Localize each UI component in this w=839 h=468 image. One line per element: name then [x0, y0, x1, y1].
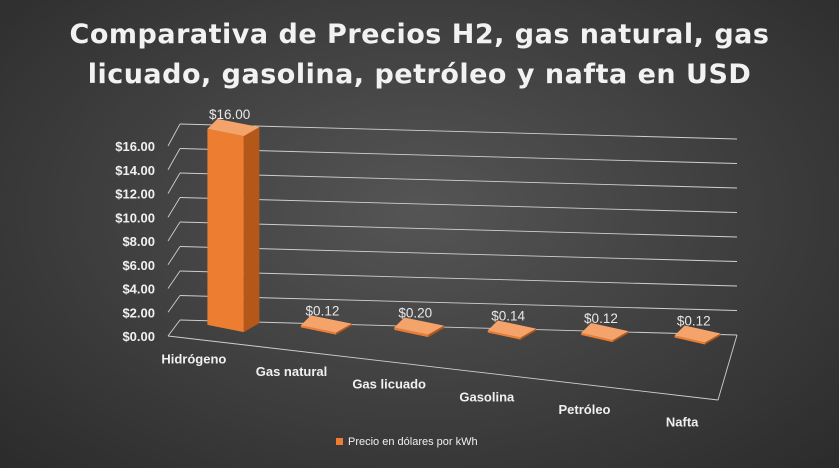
bar-side-1 — [336, 323, 352, 335]
chart-title-line-1: Comparativa de Precios H2, gas natural, … — [70, 19, 770, 50]
bar-top-2 — [394, 317, 444, 335]
data-label-2: $0.20 — [398, 305, 432, 320]
bar-0 — [207, 118, 260, 333]
y-axis-ticks: $0.00 $2.00 $4.00 $6.00 $8.00 $10.00 $12.00 $14… — [115, 139, 155, 344]
bar-5 — [674, 325, 721, 345]
floor-front-edge — [167, 335, 719, 401]
y-tick-label: $8.00 — [122, 234, 155, 249]
gridline-7 — [179, 148, 738, 164]
bar-2 — [394, 317, 444, 338]
bar-side-2 — [428, 325, 444, 338]
category-label-2: Gas licuado — [352, 377, 426, 392]
legend: Precio en dólares por kWh — [336, 436, 478, 448]
bar-side-0 — [243, 127, 260, 333]
legend-label: Precio en dólares por kWh — [348, 436, 478, 448]
bar-side-5 — [704, 333, 721, 345]
floor-right-edge — [717, 334, 738, 401]
bar-3 — [487, 320, 537, 340]
bar-4 — [581, 322, 629, 343]
data-label-3: $0.14 — [491, 308, 525, 323]
category-label-0: Hidrógeno — [161, 351, 226, 366]
bar-front-3 — [487, 330, 521, 340]
bars — [207, 118, 721, 345]
y-tick-label: $2.00 — [122, 305, 155, 320]
bar-front-1 — [300, 325, 337, 335]
side-gridline-5 — [167, 197, 181, 218]
bar-top-1 — [300, 315, 352, 333]
bar-front-4 — [581, 332, 613, 343]
bar-front-5 — [674, 335, 705, 345]
category-label-5: Nafta — [666, 415, 699, 430]
y-tick-label: $0.00 — [122, 329, 155, 344]
side-gridline-6 — [167, 172, 181, 194]
chart-title-line-2: licuado, gasolina, petróleo y nafta en U… — [88, 59, 752, 90]
side-gridline-2 — [167, 270, 181, 289]
bar-top-0 — [207, 118, 260, 137]
data-label-1: $0.12 — [306, 303, 340, 318]
data-label-5: $0.12 — [677, 313, 711, 328]
bar-side-3 — [520, 328, 537, 340]
category-label-3: Gasolina — [459, 389, 515, 404]
y-tick-label: $16.00 — [115, 139, 155, 154]
gridline-1 — [179, 295, 738, 311]
category-label-4: Petróleo — [558, 402, 610, 417]
bar-top-4 — [581, 322, 629, 341]
gridline-2 — [179, 270, 738, 287]
gridline-8 — [179, 123, 738, 140]
bar-top-3 — [487, 320, 537, 338]
y-tick-label: $4.00 — [122, 282, 155, 297]
y-tick-label: $6.00 — [122, 258, 155, 273]
gridlines — [167, 123, 738, 401]
side-gridline-1 — [167, 295, 181, 313]
gridline-6 — [179, 172, 738, 189]
category-label-1: Gas natural — [256, 364, 328, 379]
data-label-0: $16.00 — [209, 107, 250, 122]
legend-swatch — [336, 438, 343, 445]
bar-1 — [300, 315, 352, 335]
side-gridline-7 — [167, 148, 181, 170]
bar-side-4 — [612, 331, 629, 343]
side-gridline-8 — [167, 123, 181, 147]
bar-front-2 — [394, 327, 429, 338]
data-labels: $16.00 $0.12 $0.20 $0.14 $0.12 $0.12 — [209, 107, 711, 329]
gridline-0 — [179, 319, 738, 336]
bar-front-0 — [207, 128, 244, 333]
side-gridline-0 — [167, 319, 181, 337]
gridline-4 — [179, 221, 738, 238]
y-tick-label: $12.00 — [115, 187, 155, 202]
y-tick-label: $14.00 — [115, 163, 155, 178]
data-label-4: $0.12 — [584, 311, 618, 326]
side-gridline-3 — [167, 246, 181, 265]
y-tick-label: $10.00 — [115, 210, 155, 225]
gridline-3 — [179, 246, 738, 262]
bar-top-5 — [674, 325, 721, 343]
side-gridline-4 — [167, 221, 181, 242]
category-labels: Hidrógeno Gas natural Gas licuado Gasolina P… — [161, 351, 699, 429]
gridline-5 — [179, 197, 738, 213]
